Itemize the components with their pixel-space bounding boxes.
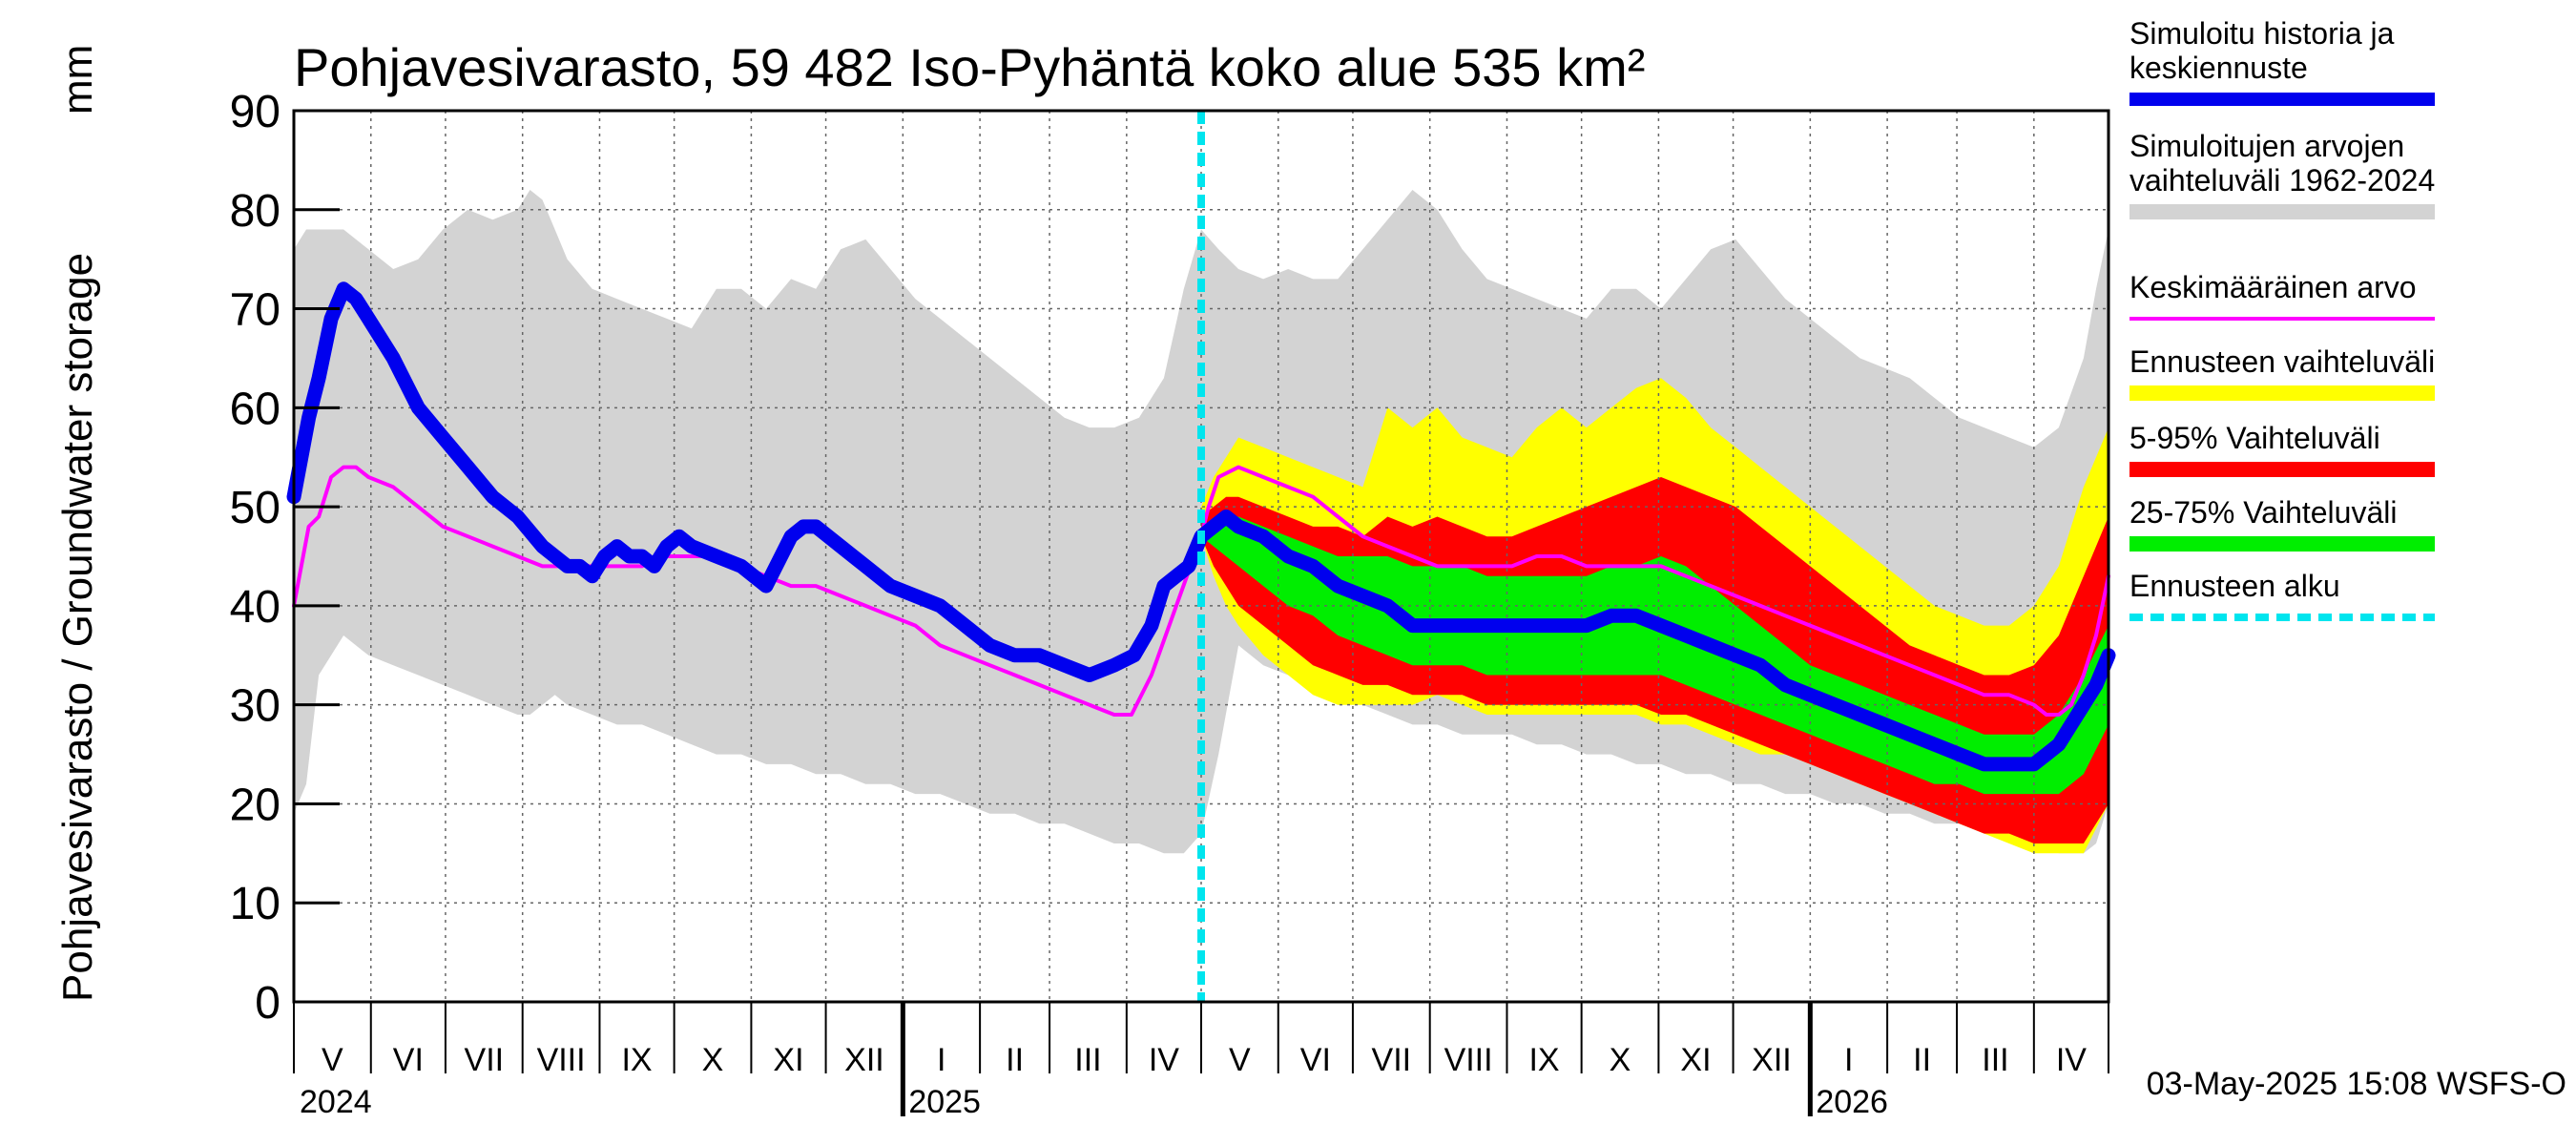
legend-item-3: Ennusteen vaihteluväli [2129,344,2435,401]
month-label-16: IX [1528,1042,1559,1078]
plot-area [286,110,2116,1002]
month-label-1: VI [393,1042,424,1078]
month-label-19: XII [1752,1042,1792,1078]
month-label-23: IV [2056,1042,2087,1078]
y-tick-label-20: 20 [230,780,280,830]
legend-item-4: 5-95% Vaihteluväli [2129,421,2435,477]
legend-label-4-0: 5-95% Vaihteluväli [2129,421,2380,455]
month-label-18: XI [1680,1042,1711,1078]
month-label-8: I [937,1042,945,1078]
month-label-14: VII [1372,1042,1412,1078]
year-label-2024: 2024 [300,1084,372,1120]
legend-item-2: Keskimääräinen arvo [2129,270,2435,321]
chart-title: Pohjavesivarasto, 59 482 Iso-Pyhäntä kok… [294,37,1645,97]
legend-label-3-0: Ennusteen vaihteluväli [2129,344,2435,379]
month-label-15: VIII [1444,1042,1493,1078]
month-label-5: X [702,1042,724,1078]
y-tick-label-60: 60 [230,384,280,434]
year-label-2026: 2026 [1816,1084,1888,1120]
legend: Simuloitu historia jakeskiennusteSimuloi… [2129,16,2435,621]
y-tick-label-90: 90 [230,87,280,137]
y-tick-label-10: 10 [230,879,280,929]
y-tick-label-80: 80 [230,186,280,237]
month-label-3: VIII [537,1042,586,1078]
month-label-17: X [1610,1042,1631,1078]
timestamp-footer: 03-May-2025 15:08 WSFS-O [2147,1066,2566,1102]
y-axis-unit: mm [54,45,101,114]
month-label-20: I [1844,1042,1853,1078]
legend-item-6: Ennusteen alku [2129,569,2435,621]
month-label-13: VI [1300,1042,1331,1078]
month-label-4: IX [621,1042,652,1078]
month-label-22: III [1982,1042,2008,1078]
month-label-0: V [322,1042,343,1078]
month-label-7: XII [844,1042,884,1078]
legend-label-0-1: keskiennuste [2129,51,2308,85]
legend-item-5: 25-75% Vaihteluväli [2129,495,2435,552]
legend-label-0-0: Simuloitu historia ja [2129,16,2395,51]
month-label-21: II [1913,1042,1931,1078]
month-label-6: XI [773,1042,803,1078]
y-axis-label: Pohjavesivarasto / Groundwater storage [54,253,101,1002]
legend-label-6-0: Ennusteen alku [2129,569,2340,603]
y-tick-label-0: 0 [255,978,280,1029]
y-tick-label-40: 40 [230,582,280,633]
legend-label-1-0: Simuloitujen arvojen [2129,129,2404,163]
line-series-5 [286,281,2116,772]
legend-label-5-0: 25-75% Vaihteluväli [2129,495,2397,530]
y-tick-label-70: 70 [230,285,280,336]
y-tick-label-30: 30 [230,681,280,732]
month-label-11: IV [1149,1042,1179,1078]
month-label-12: V [1229,1042,1251,1078]
month-label-9: II [1006,1042,1024,1078]
year-label-2025: 2025 [908,1084,981,1120]
month-label-10: III [1074,1042,1101,1078]
month-label-2: VII [465,1042,505,1078]
y-tick-label-50: 50 [230,483,280,533]
legend-label-2-0: Keskimääräinen arvo [2129,270,2417,304]
legend-label-1-1: vaihteluväli 1962-2024 [2129,163,2435,198]
